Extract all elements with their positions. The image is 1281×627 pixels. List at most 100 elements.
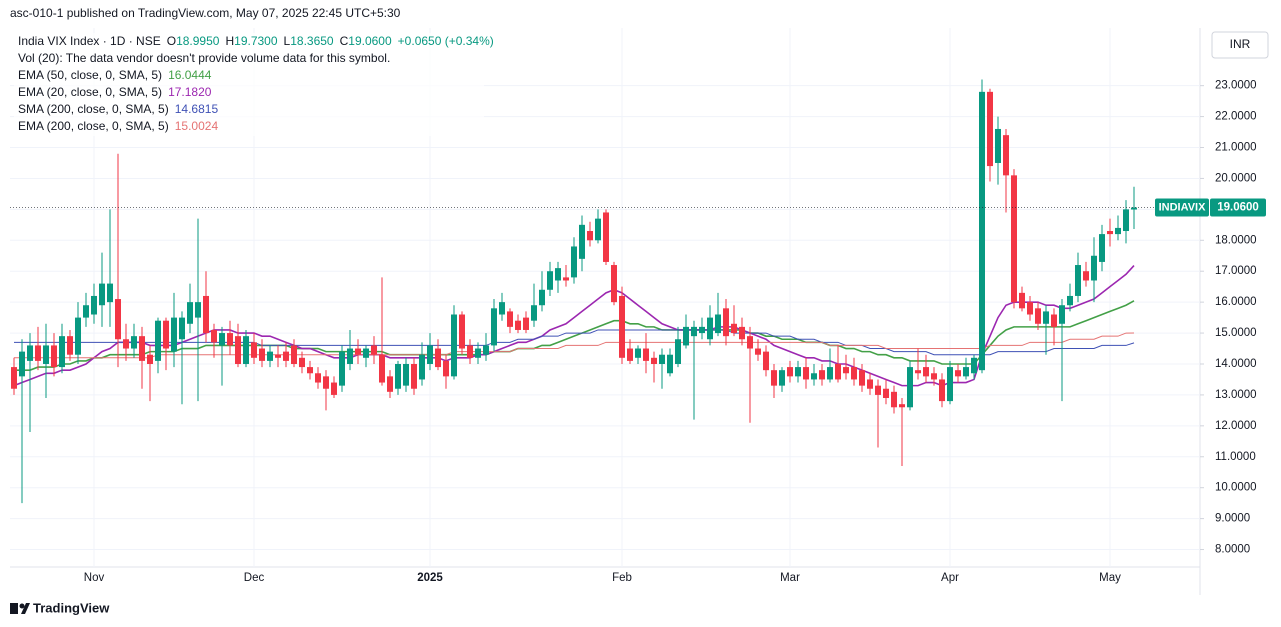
candle: [339, 345, 345, 392]
legend-name: EMA (200, close, 0, SMA, 5): [18, 119, 169, 133]
candle: [1067, 283, 1073, 312]
candle-body: [515, 320, 521, 330]
legend-value: 14.6815: [175, 102, 219, 116]
candle-body: [595, 218, 601, 241]
candle: [1099, 224, 1105, 272]
candle: [291, 339, 297, 368]
candle-body: [915, 370, 921, 374]
candle: [787, 360, 793, 383]
x-tick-label: May: [1099, 572, 1121, 584]
candle: [235, 323, 241, 368]
candle: [603, 209, 609, 266]
candle: [1115, 215, 1121, 241]
candle-body: [811, 373, 817, 380]
price-tag: [1210, 198, 1266, 217]
candle-body: [747, 336, 753, 349]
candle-body: [907, 367, 913, 408]
candle: [171, 292, 177, 368]
candle-body: [835, 363, 841, 380]
y-tick-label: 23.0000: [1215, 80, 1257, 92]
candle-body: [371, 345, 377, 355]
quote-line: India VIX Index · 1D · NSE O18.9950 H19.73…: [18, 34, 494, 48]
candle: [1051, 308, 1057, 346]
candle-body: [683, 326, 689, 346]
candle-body: [459, 314, 465, 349]
candle-body: [627, 348, 633, 361]
candle: [251, 333, 257, 364]
currency[interactable]: INR: [1230, 37, 1251, 51]
candle: [91, 283, 97, 324]
candle: [1107, 218, 1113, 247]
candle-body: [643, 348, 649, 361]
candle-body: [187, 302, 193, 324]
candle: [1091, 237, 1097, 303]
candle-body: [387, 376, 393, 392]
logo-mark: [21, 603, 30, 614]
candles: [11, 79, 1137, 504]
candle-body: [819, 370, 825, 380]
candle: [203, 271, 209, 343]
quote-value: 19.0600: [348, 34, 392, 48]
candle-body: [427, 345, 433, 364]
candle: [451, 305, 457, 380]
candle-body: [603, 212, 609, 262]
candle-body: [235, 336, 241, 364]
candle: [187, 283, 193, 334]
x-tick-label: Dec: [244, 572, 265, 584]
candle-body: [1083, 271, 1089, 281]
candle-body: [739, 326, 745, 340]
candle-body: [507, 311, 513, 327]
candle: [731, 305, 737, 337]
candle-body: [179, 317, 185, 340]
candle-body: [539, 289, 545, 306]
candle: [939, 373, 945, 408]
candle: [1019, 286, 1025, 312]
candle: [667, 348, 673, 377]
candle: [483, 333, 489, 361]
candle: [555, 261, 561, 293]
candle: [75, 302, 81, 364]
candle: [243, 329, 249, 368]
candle: [835, 345, 841, 383]
candle-body: [283, 351, 289, 361]
candle-body: [443, 360, 449, 377]
brand: TradingView: [33, 600, 110, 615]
candle: [307, 360, 313, 380]
candle-body: [1011, 175, 1017, 303]
y-tick-label: 21.0000: [1215, 142, 1257, 154]
candle-body: [779, 370, 785, 386]
candle: [563, 265, 569, 287]
candle-body: [219, 333, 225, 346]
candle: [931, 367, 937, 386]
candle: [99, 252, 105, 327]
candle: [515, 314, 521, 334]
candle-body: [1051, 314, 1057, 327]
logo-mark: [19, 603, 25, 609]
candle: [163, 317, 169, 371]
candle: [883, 379, 889, 405]
candle-body: [35, 345, 41, 361]
currency-box[interactable]: [1211, 31, 1269, 59]
candle: [891, 385, 897, 414]
quote-key: H: [225, 34, 234, 48]
candle-body: [43, 345, 49, 364]
candle: [827, 348, 833, 383]
candle: [1043, 305, 1049, 355]
candle: [987, 88, 993, 182]
candle-body: [1059, 305, 1065, 324]
candle-body: [1027, 302, 1033, 315]
candle: [579, 215, 585, 272]
candle: [699, 317, 705, 340]
x-tick-label: Mar: [780, 572, 800, 584]
candle: [595, 209, 601, 244]
candle-body: [875, 385, 881, 395]
candle: [899, 398, 905, 467]
candle: [819, 363, 825, 386]
candle-body: [883, 388, 889, 399]
y-tick-label: 17.0000: [1215, 265, 1257, 277]
candle-body: [67, 336, 73, 355]
candle-body: [971, 357, 977, 374]
candle: [779, 367, 785, 392]
candle-body: [451, 314, 457, 377]
candle: [387, 370, 393, 399]
